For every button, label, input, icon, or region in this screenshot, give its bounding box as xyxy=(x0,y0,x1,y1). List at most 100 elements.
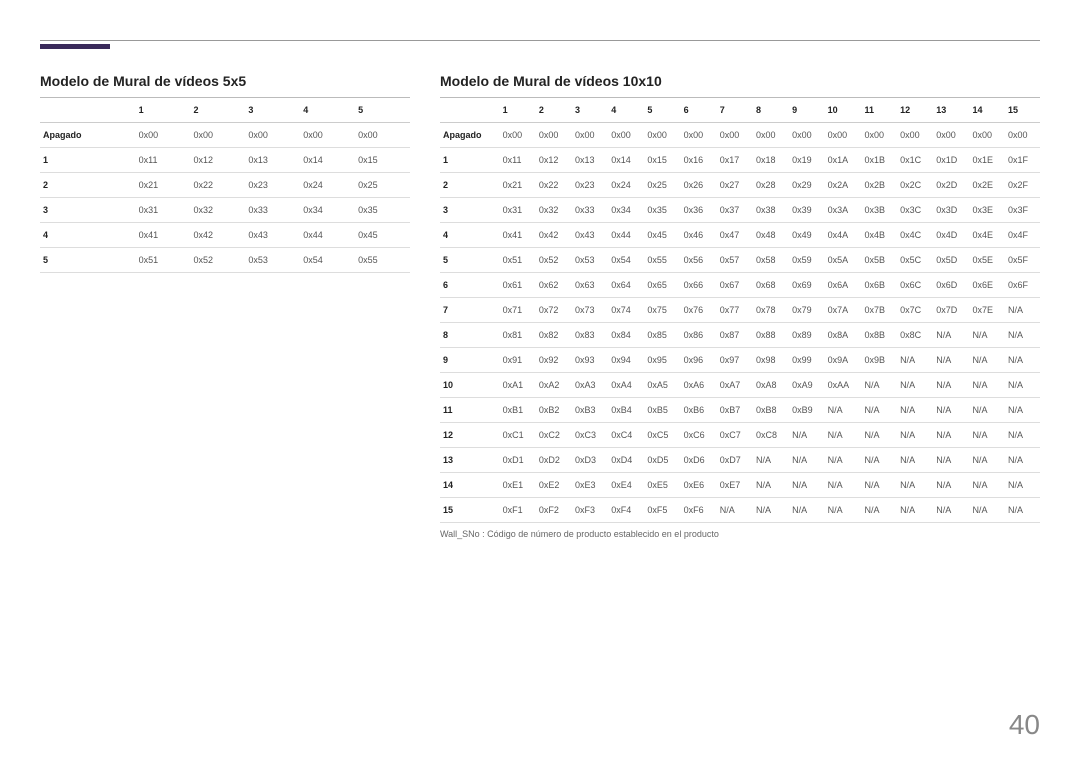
table10-cell: 0xB1 xyxy=(500,398,536,423)
table10-cell: N/A xyxy=(862,398,898,423)
table10-cell: N/A xyxy=(1005,348,1040,373)
table10-cell: 0xD4 xyxy=(608,448,644,473)
table10-cell: 0xD5 xyxy=(644,448,680,473)
table5-row: 10x110x120x130x140x15 xyxy=(40,148,410,173)
table10-cell: 0x96 xyxy=(681,348,717,373)
table5-cell: 0x12 xyxy=(191,148,246,173)
table10-cell: 0x42 xyxy=(536,223,572,248)
table10-cell: 0x4A xyxy=(825,223,862,248)
table10-cell: 0x5A xyxy=(825,248,862,273)
table10-cell: N/A xyxy=(753,498,789,523)
table10-cell: 0x82 xyxy=(536,323,572,348)
table5-row-header: 1 xyxy=(40,148,136,173)
table10-cell: 0x52 xyxy=(536,248,572,273)
table10-cell: 0xB8 xyxy=(753,398,789,423)
table5-row-header: 3 xyxy=(40,198,136,223)
table10-cell: 0x86 xyxy=(681,323,717,348)
table10-cell: 0x51 xyxy=(500,248,536,273)
table10-cell: 0xE3 xyxy=(572,473,608,498)
table10-cell: N/A xyxy=(933,398,969,423)
table10-cell: 0x00 xyxy=(753,123,789,148)
table10-cell: 0x13 xyxy=(572,148,608,173)
table10-row: 100xA10xA20xA30xA40xA50xA60xA70xA80xA90x… xyxy=(440,373,1040,398)
table10-cell: 0x3D xyxy=(933,198,969,223)
table10-column-header: 10 xyxy=(825,98,862,123)
table10-column-header: 2 xyxy=(536,98,572,123)
table10-cell: N/A xyxy=(933,373,969,398)
table10-cell: 0x1D xyxy=(933,148,969,173)
table10-cell: N/A xyxy=(862,498,898,523)
table10-row: 150xF10xF20xF30xF40xF50xF6N/AN/AN/AN/AN/… xyxy=(440,498,1040,523)
table10-cell: 0xF1 xyxy=(500,498,536,523)
table10-row: 30x310x320x330x340x350x360x370x380x390x3… xyxy=(440,198,1040,223)
table10-cell: 0xD7 xyxy=(717,448,753,473)
table10-cell: 0x74 xyxy=(608,298,644,323)
table10-row: 60x610x620x630x640x650x660x670x680x690x6… xyxy=(440,273,1040,298)
table10-cell: 0xC4 xyxy=(608,423,644,448)
table10-row: Apagado0x000x000x000x000x000x000x000x000… xyxy=(440,123,1040,148)
table10-cell: 0x00 xyxy=(717,123,753,148)
table10-column-header xyxy=(440,98,500,123)
table10-cell: 0x00 xyxy=(1005,123,1040,148)
table5-cell: 0x33 xyxy=(245,198,300,223)
table10-cell: 0x24 xyxy=(608,173,644,198)
table5-row-header: 2 xyxy=(40,173,136,198)
table5-cell: 0x44 xyxy=(300,223,355,248)
table10-cell: 0x17 xyxy=(717,148,753,173)
table10-cell: 0x45 xyxy=(644,223,680,248)
table10-cell: 0xA6 xyxy=(681,373,717,398)
table10-cell: 0x47 xyxy=(717,223,753,248)
table10-cell: 0x78 xyxy=(753,298,789,323)
table10-cell: 0xC6 xyxy=(681,423,717,448)
table5-cell: 0x41 xyxy=(136,223,191,248)
table10-cell: 0x92 xyxy=(536,348,572,373)
table10-cell: 0x37 xyxy=(717,198,753,223)
table5-column-header: 4 xyxy=(300,98,355,123)
table10-cell: 0x4E xyxy=(969,223,1005,248)
table10-cell: 0x67 xyxy=(717,273,753,298)
table10-cell: 0xE7 xyxy=(717,473,753,498)
table10-cell: 0x6C xyxy=(897,273,933,298)
table10-cell: N/A xyxy=(1005,298,1040,323)
table10-cell: 0x00 xyxy=(536,123,572,148)
table10-cell: 0x7A xyxy=(825,298,862,323)
table5-column-header: 2 xyxy=(191,98,246,123)
table10-cell: 0x32 xyxy=(536,198,572,223)
table10-cell: 0x4C xyxy=(897,223,933,248)
table5-cell: 0x11 xyxy=(136,148,191,173)
table5-cell: 0x42 xyxy=(191,223,246,248)
table10-row: 120xC10xC20xC30xC40xC50xC60xC70xC8N/AN/A… xyxy=(440,423,1040,448)
table10-cell: N/A xyxy=(789,423,825,448)
table10-cell: 0xC8 xyxy=(753,423,789,448)
table10-cell: 0xA5 xyxy=(644,373,680,398)
table10-cell: N/A xyxy=(1005,373,1040,398)
table10-cell: 0x91 xyxy=(500,348,536,373)
table10-cell: 0xA2 xyxy=(536,373,572,398)
table10-cell: 0x00 xyxy=(572,123,608,148)
table10-cell: 0x27 xyxy=(717,173,753,198)
table10-cell: 0x56 xyxy=(681,248,717,273)
table10-cell: N/A xyxy=(969,373,1005,398)
table10-cell: 0x7D xyxy=(933,298,969,323)
table10-cell: 0xB7 xyxy=(717,398,753,423)
table10-cell: N/A xyxy=(753,473,789,498)
table10-cell: 0x5D xyxy=(933,248,969,273)
table5-title: Modelo de Mural de vídeos 5x5 xyxy=(40,73,410,89)
table10-cell: N/A xyxy=(969,423,1005,448)
table10-row-header: 13 xyxy=(440,448,500,473)
table10-cell: 0x2D xyxy=(933,173,969,198)
table10-row-header: 8 xyxy=(440,323,500,348)
accent-bar xyxy=(40,44,110,49)
table10-column-header: 1 xyxy=(500,98,536,123)
table10-cell: 0xA8 xyxy=(753,373,789,398)
table10-cell: 0x41 xyxy=(500,223,536,248)
table10-cell: 0x95 xyxy=(644,348,680,373)
table10-cell: 0x99 xyxy=(789,348,825,373)
table10-cell: 0x6B xyxy=(862,273,898,298)
table10-row-header: 7 xyxy=(440,298,500,323)
table10-cell: 0x22 xyxy=(536,173,572,198)
table10-cell: N/A xyxy=(897,473,933,498)
table10-cell: 0xA4 xyxy=(608,373,644,398)
table10-cell: N/A xyxy=(933,423,969,448)
table10-cell: 0x31 xyxy=(500,198,536,223)
